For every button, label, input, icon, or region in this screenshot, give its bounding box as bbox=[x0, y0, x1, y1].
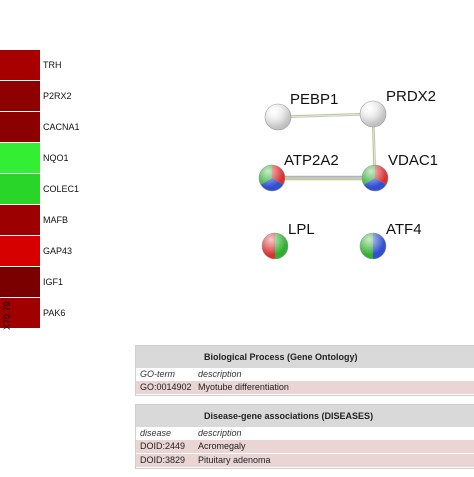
enrichment-table: Disease-gene associations (DISEASES) dise… bbox=[135, 404, 474, 469]
network-edge bbox=[277, 112, 374, 117]
gene-label: TRH bbox=[43, 60, 62, 70]
heatmap-cell bbox=[0, 81, 40, 111]
protein-network: PEBP1 PRDX2 ATP2A2 VDAC1 LPL ATF4 bbox=[258, 88, 438, 260]
table-row[interactable]: GO:0014902 Myotube differentiation bbox=[136, 381, 474, 394]
network-node[interactable] bbox=[261, 232, 289, 260]
gene-label: IGF1 bbox=[43, 277, 64, 287]
term-id: GO:0014902 bbox=[140, 382, 192, 392]
term-id: DOID:2449 bbox=[140, 441, 186, 451]
enrichment-tables: Biological Process (Gene Ontology) GO-ter… bbox=[135, 345, 474, 477]
term-id: DOID:3829 bbox=[140, 455, 186, 465]
term-description: Acromegaly bbox=[198, 441, 246, 451]
gene-label: MAFB bbox=[43, 215, 69, 225]
term-description: Pituitary adenoma bbox=[198, 455, 271, 465]
enrichment-table: Biological Process (Gene Ontology) GO-ter… bbox=[135, 345, 474, 396]
column-header: description bbox=[198, 428, 242, 438]
network-edge bbox=[277, 114, 374, 119]
network-node[interactable] bbox=[359, 232, 387, 260]
network-node[interactable] bbox=[264, 103, 292, 131]
heatmap-cell bbox=[0, 298, 40, 328]
gene-label: GAP43 bbox=[43, 246, 73, 256]
heatmap-cell bbox=[0, 174, 40, 204]
table-title: Biological Process (Gene Ontology) bbox=[136, 346, 474, 368]
gene-label: P2RX2 bbox=[43, 91, 72, 101]
heatmap-cell bbox=[0, 236, 40, 266]
heatmap-cell bbox=[0, 205, 40, 235]
heatmap-cell bbox=[0, 267, 40, 297]
network-node[interactable] bbox=[361, 164, 389, 192]
node-label: PRDX2 bbox=[386, 88, 436, 105]
node-label: ATF4 bbox=[386, 221, 422, 238]
gene-label: CACNA1 bbox=[43, 122, 80, 132]
table-row[interactable]: DOID:2449 Acromegaly bbox=[136, 440, 474, 453]
table-header: GO-term description bbox=[136, 368, 474, 381]
term-description: Myotube differentiation bbox=[198, 382, 289, 392]
node-label: VDAC1 bbox=[388, 152, 438, 169]
gene-label: PAK6 bbox=[43, 308, 66, 318]
heatmap-cell bbox=[0, 112, 40, 142]
column-header: disease bbox=[140, 428, 172, 438]
table-row[interactable]: DOID:3829 Pituitary adenoma bbox=[136, 454, 474, 467]
column-header: description bbox=[198, 369, 242, 379]
node-label: ATP2A2 bbox=[284, 152, 339, 169]
network-node[interactable] bbox=[359, 100, 387, 128]
heatmap-column-label: X70.79 bbox=[2, 301, 12, 330]
heatmap-cell bbox=[0, 143, 40, 173]
table-header: disease description bbox=[136, 427, 474, 440]
table-title: Disease-gene associations (DISEASES) bbox=[136, 405, 474, 427]
node-label: LPL bbox=[288, 221, 315, 238]
gene-label: NQO1 bbox=[43, 153, 69, 163]
network-node[interactable] bbox=[258, 164, 286, 192]
expression-heatmap: TRH P2RX2 CACNA1 NQO1 COLEC1 MAFB GAP43 IGF1 PAK… bbox=[0, 0, 120, 360]
node-label: PEBP1 bbox=[290, 91, 338, 108]
heatmap-cell bbox=[0, 50, 40, 80]
gene-label: COLEC1 bbox=[43, 184, 80, 194]
column-header: GO-term bbox=[140, 369, 175, 379]
